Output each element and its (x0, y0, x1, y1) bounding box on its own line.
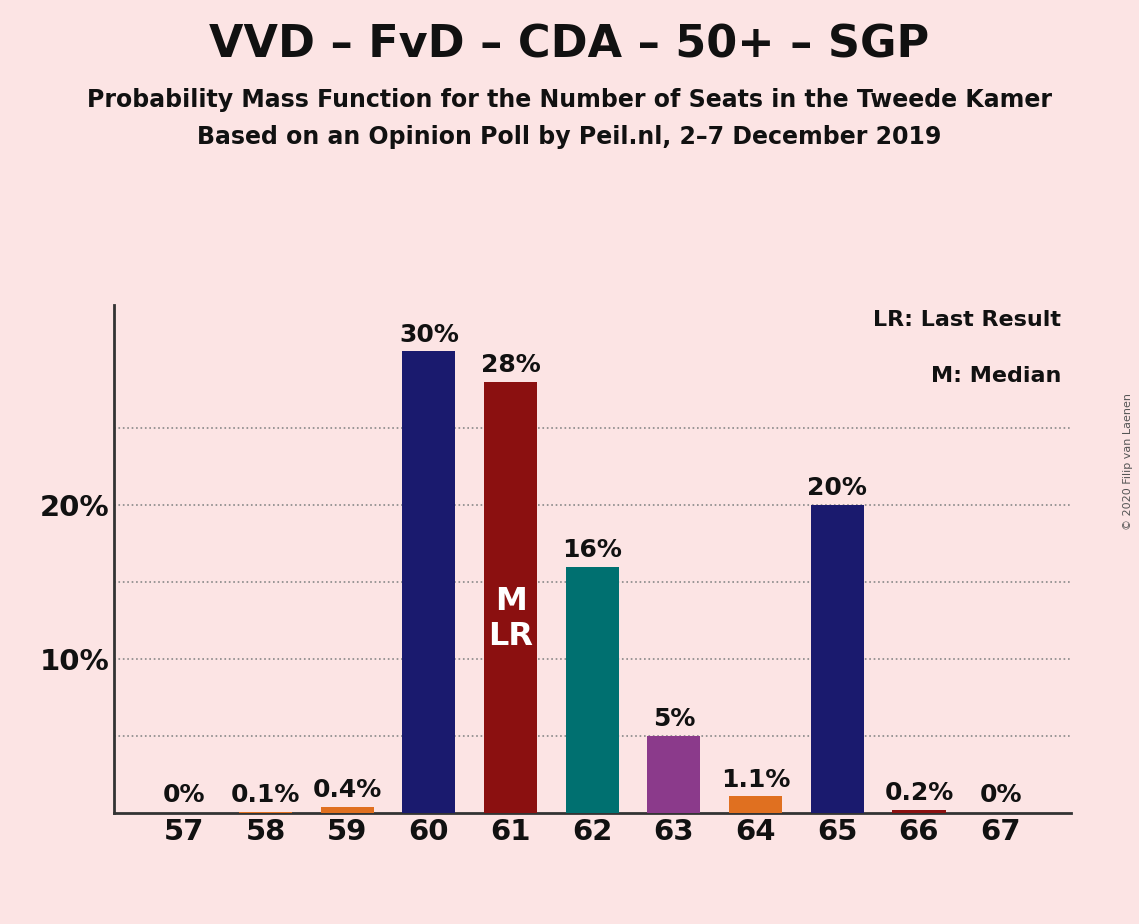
Bar (729, 796, 782, 813)
Bar (402, 351, 456, 813)
Text: 20%: 20% (808, 477, 867, 501)
Text: Probability Mass Function for the Number of Seats in the Tweede Kamer: Probability Mass Function for the Number… (87, 88, 1052, 112)
Text: 1.1%: 1.1% (721, 768, 790, 792)
Bar (321, 807, 374, 813)
Text: 0.2%: 0.2% (884, 782, 953, 806)
Text: M
LR: M LR (489, 586, 533, 652)
Bar (239, 811, 292, 813)
Text: 28%: 28% (481, 353, 541, 377)
Text: M: Median: M: Median (931, 366, 1062, 386)
Text: 0.1%: 0.1% (231, 783, 301, 807)
Text: 0%: 0% (980, 783, 1022, 807)
Text: 16%: 16% (563, 538, 622, 562)
Text: Based on an Opinion Poll by Peil.nl, 2–7 December 2019: Based on an Opinion Poll by Peil.nl, 2–7… (197, 125, 942, 149)
Bar (647, 736, 700, 813)
Text: VVD – FvD – CDA – 50+ – SGP: VVD – FvD – CDA – 50+ – SGP (210, 23, 929, 67)
Bar (566, 566, 618, 813)
Text: © 2020 Filip van Laenen: © 2020 Filip van Laenen (1123, 394, 1133, 530)
Text: LR: Last Result: LR: Last Result (874, 310, 1062, 330)
Text: 0%: 0% (163, 783, 205, 807)
Bar (811, 505, 863, 813)
Bar (484, 382, 538, 813)
Bar (893, 810, 945, 813)
Text: 5%: 5% (653, 708, 695, 732)
Text: 0.4%: 0.4% (312, 778, 382, 802)
Text: 30%: 30% (399, 322, 459, 346)
